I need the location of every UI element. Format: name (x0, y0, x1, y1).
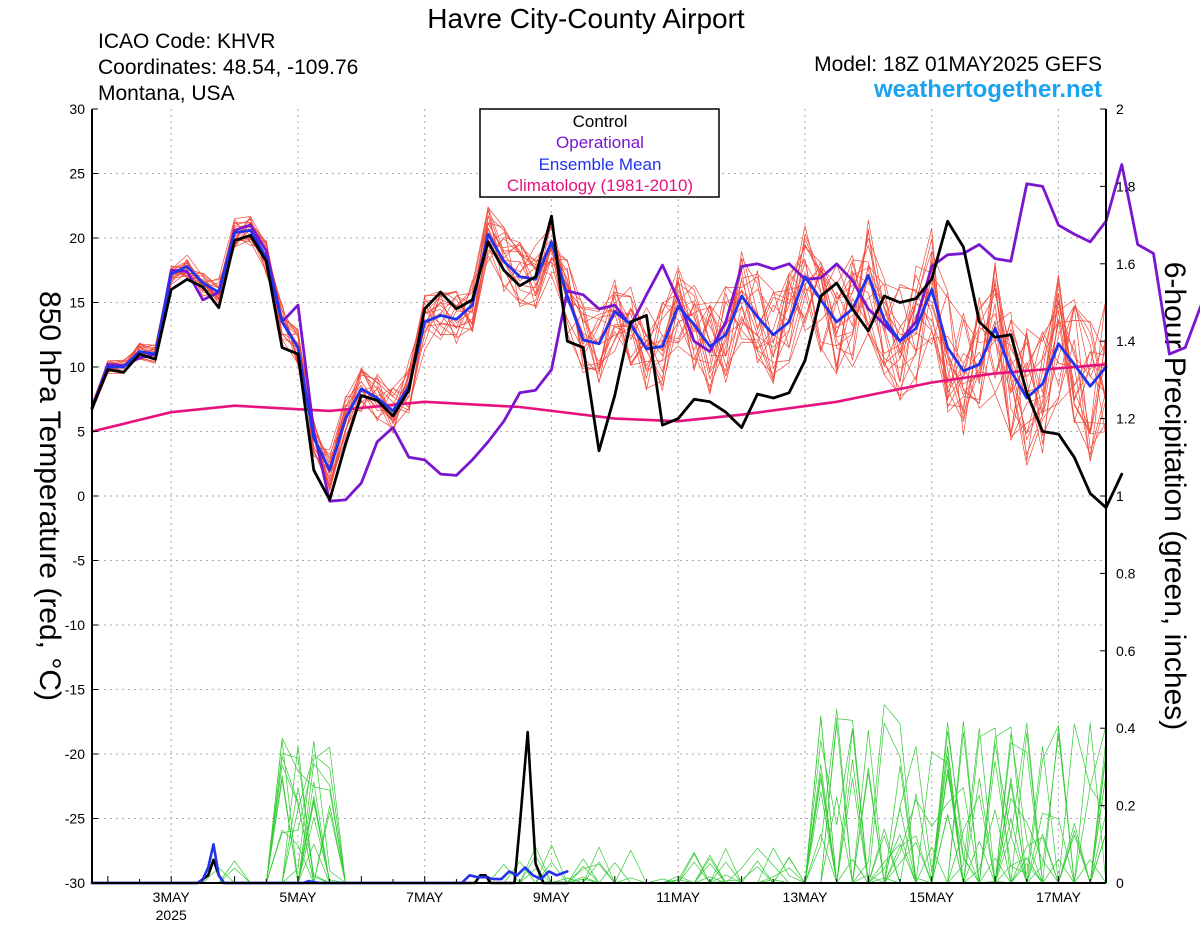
member-temp-line (91, 222, 1107, 478)
ensemble-members-precipitation (91, 704, 1107, 884)
y-tick-label-left: -30 (65, 875, 85, 891)
legend-control: Control (573, 112, 628, 131)
x-tick-label: 3MAY (153, 889, 191, 905)
y-tick-label-left: -5 (73, 553, 86, 569)
location: Montana, USA (98, 82, 235, 105)
member-precip-line (91, 709, 1107, 884)
member-temp-line (91, 219, 1107, 466)
y-tick-label-right: 2 (1116, 101, 1124, 117)
y-tick-label-right: 1.4 (1116, 333, 1136, 349)
site-link[interactable]: weathertogether.net (873, 76, 1102, 103)
y-tick-label-right: 0.2 (1116, 798, 1136, 814)
y-tick-label-left: -15 (65, 682, 85, 698)
member-temp-line (91, 207, 1107, 471)
legend-ensemble-mean: Ensemble Mean (539, 155, 662, 174)
member-temp-line (91, 221, 1107, 469)
y-axis-left-title: 850 hPa Temperature (red, °C) (33, 291, 66, 701)
y-tick-label-left: 25 (69, 166, 85, 182)
mean-precip-line (90, 842, 569, 885)
y-tick-label-right: 0.6 (1116, 643, 1136, 659)
control-precip-line (90, 730, 569, 885)
chart-title: Havre City-County Airport (427, 3, 745, 34)
x-tick-label: 15MAY (909, 889, 955, 905)
y-tick-label-left: 20 (69, 230, 85, 246)
x-tick-label: 7MAY (406, 889, 444, 905)
control-temp-line (90, 214, 1124, 510)
x-tick-label: 5MAY (279, 889, 317, 905)
axes: 302520151050-5-10-15-20-25-3021.81.61.41… (65, 101, 1136, 923)
climatology-line (90, 363, 1108, 433)
legend: Control Operational Ensemble Mean Climat… (479, 108, 720, 198)
y-tick-label-right: 0.8 (1116, 565, 1136, 581)
main-series (90, 163, 1200, 885)
y-tick-label-right: 1 (1116, 488, 1124, 504)
y-tick-label-right: 1.8 (1116, 178, 1136, 194)
operational-temp-line (90, 163, 1200, 503)
member-temp-line (91, 206, 1107, 463)
y-tick-label-left: -10 (65, 617, 85, 633)
mean-temp-line (90, 228, 1108, 472)
y-tick-label-right: 0 (1116, 875, 1124, 891)
y-tick-label-left: 5 (77, 424, 85, 440)
y-tick-label-left: 15 (69, 295, 85, 311)
y-tick-label-right: 0.4 (1116, 720, 1136, 736)
coordinates: Coordinates: 48.54, -109.76 (98, 56, 358, 79)
member-temp-line (91, 216, 1107, 456)
grid (92, 109, 1106, 883)
member-temp-line (91, 225, 1107, 490)
y-tick-label-right: 1.6 (1116, 256, 1136, 272)
y-tick-label-left: 30 (69, 101, 85, 117)
member-precip-line (91, 704, 1107, 884)
member-precip-line (91, 723, 1107, 884)
y-tick-label-left: -25 (65, 811, 85, 827)
y-tick-label-right: 1.2 (1116, 411, 1136, 427)
y-tick-label-left: 0 (77, 488, 85, 504)
x-tick-label: 17MAY (1036, 889, 1082, 905)
y-axis-right-title: 6-hour Precipitation (green, inches) (1158, 262, 1191, 731)
y-tick-label-left: -20 (65, 746, 85, 762)
legend-climatology: Climatology (1981-2010) (507, 176, 693, 195)
icao-code: ICAO Code: KHVR (98, 30, 275, 53)
member-temp-line (91, 217, 1107, 474)
legend-box (479, 108, 720, 198)
model-run: Model: 18Z 01MAY2025 GEFS (814, 53, 1102, 76)
legend-operational: Operational (556, 133, 644, 152)
x-tick-label: 13MAY (783, 889, 829, 905)
x-tick-sublabel: 2025 (156, 907, 187, 923)
y-tick-label-left: 10 (69, 359, 85, 375)
x-tick-label: 11MAY (656, 889, 700, 905)
x-tick-label: 9MAY (533, 889, 571, 905)
